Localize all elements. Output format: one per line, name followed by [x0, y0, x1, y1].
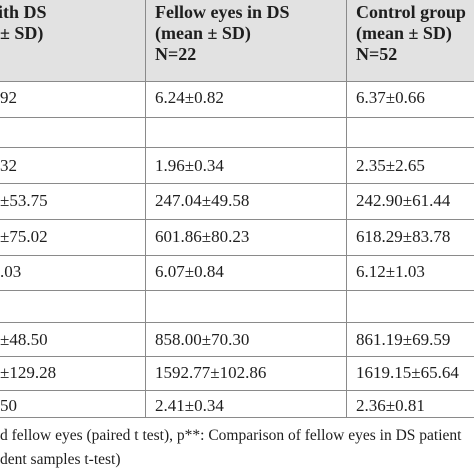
table-cell: ±75.02 — [0, 227, 48, 246]
footnote-line: d fellow eyes (paired t test), p**: Comp… — [0, 427, 462, 444]
column-divider — [145, 0, 146, 417]
row-divider — [0, 322, 474, 323]
column-divider — [346, 0, 347, 417]
table-cell: 50 — [0, 396, 17, 415]
table-cell: 601.86±80.23 — [155, 227, 250, 246]
header-line: (mean ± SD) — [356, 23, 452, 43]
header-line: Control group — [356, 2, 466, 22]
table-cell: 1592.77±102.86 — [155, 363, 267, 382]
table-cell: 6.24±0.82 — [155, 88, 224, 107]
header-line: N=22 — [155, 44, 197, 64]
table-cell: 6.07±0.84 — [155, 262, 224, 281]
table-cell: 32 — [0, 156, 17, 175]
row-divider — [0, 219, 474, 220]
table-cell: 861.19±69.59 — [356, 330, 451, 349]
table-cell: 1619.15±65.64 — [356, 363, 459, 382]
row-divider — [0, 255, 474, 256]
table-footnote: d fellow eyes (paired t test), p**: Comp… — [0, 424, 474, 472]
row-divider — [0, 147, 474, 148]
header-line: ith DS — [0, 2, 47, 22]
row-divider — [0, 356, 474, 357]
table-cell: 1.96±0.34 — [155, 156, 224, 175]
table-cell: 247.04±49.58 — [155, 191, 250, 210]
footnote-line: dent samples t-test) — [0, 451, 121, 468]
table-cell: 858.00±70.30 — [155, 330, 250, 349]
header-cell-fellow-eyes: Fellow eyes in DS (mean ± SD) N=22 — [155, 0, 345, 83]
table-cell: .03 — [0, 262, 22, 281]
row-divider — [0, 390, 474, 391]
header-cell-control-group: Control group (mean ± SD) N=52 — [356, 0, 474, 83]
header-line: ± SD) — [0, 23, 44, 43]
table-cell: 2.36±0.81 — [356, 396, 425, 415]
row-divider — [0, 81, 474, 82]
table-cell: 2.35±2.65 — [356, 156, 425, 175]
row-divider — [0, 290, 474, 291]
table-header — [0, 0, 474, 81]
table-cell: ±129.28 — [0, 363, 57, 382]
row-divider — [0, 117, 474, 118]
table-cell: 242.90±61.44 — [356, 191, 451, 210]
table-cell: 618.29±83.78 — [356, 227, 451, 246]
table-cell: 2.41±0.34 — [155, 396, 224, 415]
table-cell: 92 — [0, 88, 17, 107]
header-line: N=52 — [356, 44, 398, 64]
table-cell: ±53.75 — [0, 191, 48, 210]
row-divider — [0, 417, 474, 418]
table-cell: 6.12±1.03 — [356, 262, 425, 281]
header-cell-ds-eyes: ith DS ± SD) — [0, 0, 145, 83]
header-line: Fellow eyes in DS — [155, 2, 290, 22]
row-divider — [0, 183, 474, 184]
table-cell: ±48.50 — [0, 330, 48, 349]
header-line: (mean ± SD) — [155, 23, 251, 43]
table-cell: 6.37±0.66 — [356, 88, 425, 107]
